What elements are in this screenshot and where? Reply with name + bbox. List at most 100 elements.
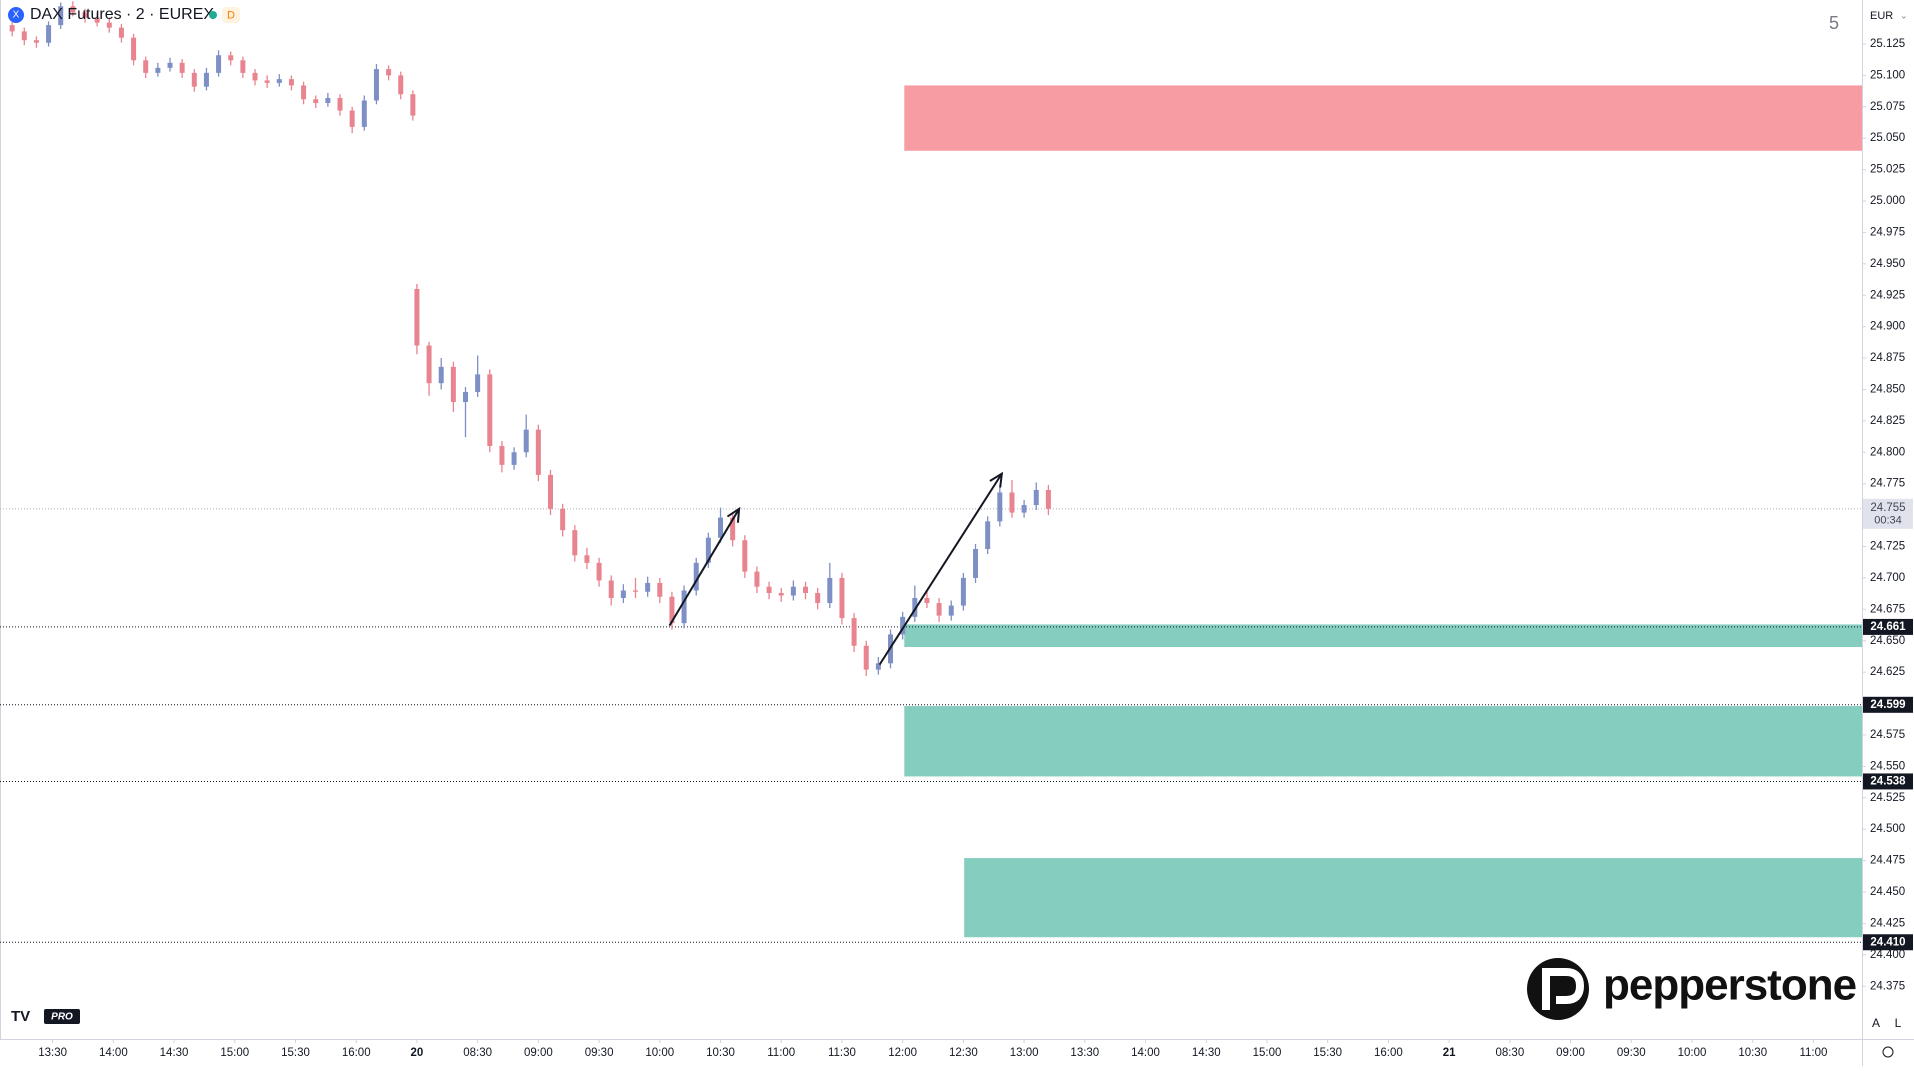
candle-body <box>1045 489 1051 509</box>
tv-mark: TV <box>11 1008 30 1025</box>
candle-body <box>463 391 468 403</box>
zone <box>904 624 1862 648</box>
x-tick-label: 14:00 <box>99 1047 128 1059</box>
y-tick-label: 24.625 <box>1870 666 1905 678</box>
y-tick-label: 24.975 <box>1870 226 1905 238</box>
candle-body <box>216 55 222 73</box>
candle-body <box>863 645 869 670</box>
candle-body <box>608 580 614 599</box>
candle-body <box>730 517 736 541</box>
y-tick-label: 24.725 <box>1870 541 1905 553</box>
x-tick-label: 21 <box>1443 1047 1456 1059</box>
y-tick-label: 25.025 <box>1870 164 1905 176</box>
zone <box>904 85 1862 151</box>
x-tick-label: 14:00 <box>1131 1047 1160 1059</box>
arrow <box>668 508 740 627</box>
y-tick-label: 24.700 <box>1870 572 1905 584</box>
candle-body <box>924 598 930 604</box>
y-tick-label: 24.475 <box>1870 855 1905 867</box>
level-label: 24.661 <box>1870 621 1906 633</box>
market-status <box>209 11 217 19</box>
candle-body <box>361 100 367 127</box>
y-tick-label: 24.450 <box>1870 886 1905 898</box>
candle-body <box>511 452 517 465</box>
candle-body <box>851 618 857 646</box>
level-label-bg <box>1863 618 1913 635</box>
level-label-bg <box>1863 696 1913 713</box>
y-tick-label: 24.525 <box>1870 792 1905 804</box>
candle-body <box>131 37 137 61</box>
countdown: 00:34 <box>1874 515 1902 527</box>
candle-body <box>33 40 39 43</box>
symbol-title[interactable]: DAX Futures · 2 · EUREX <box>30 6 214 23</box>
axis-button[interactable]: A <box>1872 1016 1880 1030</box>
currency-caret: ⌄ <box>1900 10 1908 20</box>
candle-body <box>766 586 772 593</box>
x-tick-label: 09:00 <box>1556 1047 1585 1059</box>
x-tick-label: 14:30 <box>1192 1047 1221 1059</box>
y-tick-label: 24.875 <box>1870 352 1905 364</box>
candle-body <box>669 596 675 624</box>
y-tick-label: 24.400 <box>1870 949 1905 961</box>
x-tick-label: 08:30 <box>463 1047 492 1059</box>
x-tick-label: 11:00 <box>1799 1047 1827 1059</box>
y-tick-label: 24.925 <box>1870 289 1905 301</box>
x-tick-label: 13:30 <box>1070 1047 1099 1059</box>
candle-body <box>325 97 331 104</box>
currency[interactable]: EUR <box>1870 10 1893 22</box>
candle-body <box>875 663 881 670</box>
candle-body <box>997 492 1003 522</box>
x-tick-label: 11:00 <box>767 1047 795 1059</box>
candle-body <box>21 31 27 41</box>
candle-body <box>535 429 541 475</box>
candle-body <box>475 374 481 392</box>
candle-body <box>337 97 343 111</box>
tv-badge: PRO <box>51 1012 73 1023</box>
y-tick-label: 24.550 <box>1870 760 1905 772</box>
candle-body <box>191 72 197 87</box>
candle-body <box>1009 492 1015 513</box>
x-tick-label: 09:30 <box>585 1047 614 1059</box>
y-tick-label: 24.800 <box>1870 446 1905 458</box>
candle-body <box>155 67 161 73</box>
arrow-head <box>989 471 1004 488</box>
level-label: 24.599 <box>1870 699 1905 711</box>
y-tick-label: 24.900 <box>1870 321 1905 333</box>
settings-icon[interactable] <box>1882 1046 1894 1058</box>
corner-label: 5 <box>1829 13 1839 33</box>
candle-body <box>487 374 493 447</box>
brand-logo: pepperstone <box>1527 958 1857 1020</box>
x-tick-label: 10:00 <box>1678 1047 1707 1059</box>
candle-body <box>681 590 687 624</box>
level-label: 24.410 <box>1870 936 1905 948</box>
candle-body <box>373 69 379 101</box>
arrow <box>878 473 1003 666</box>
candle-body <box>410 94 416 116</box>
x-tick-label: 11:30 <box>828 1047 856 1059</box>
candle-body <box>1033 489 1039 506</box>
candle-body <box>948 605 954 616</box>
tv-badge-bg <box>44 1009 80 1024</box>
candle-body <box>790 586 796 596</box>
badge[interactable]: D <box>227 9 235 21</box>
candle-body <box>167 62 173 68</box>
axis-button[interactable]: L <box>1895 1016 1902 1030</box>
candle-body <box>82 12 88 18</box>
y-tick-label: 25.125 <box>1870 38 1905 50</box>
x-tick-label: 15:30 <box>281 1047 310 1059</box>
candle-body <box>414 288 420 346</box>
candle-body <box>645 582 651 592</box>
x-tick-label: 10:30 <box>706 1047 735 1059</box>
x-tick-label: 08:30 <box>1495 1047 1524 1059</box>
candle-body <box>633 590 639 592</box>
candle-body <box>523 429 529 453</box>
y-tick-label: 24.950 <box>1870 258 1905 270</box>
level-label-bg <box>1863 773 1913 790</box>
y-tick-label: 24.425 <box>1870 917 1905 929</box>
arrow-head <box>726 506 741 523</box>
candle-body <box>1021 505 1027 513</box>
plot-area <box>0 1 1862 943</box>
level-label: 24.538 <box>1870 775 1906 787</box>
y-tick-label: 25.100 <box>1870 69 1905 81</box>
